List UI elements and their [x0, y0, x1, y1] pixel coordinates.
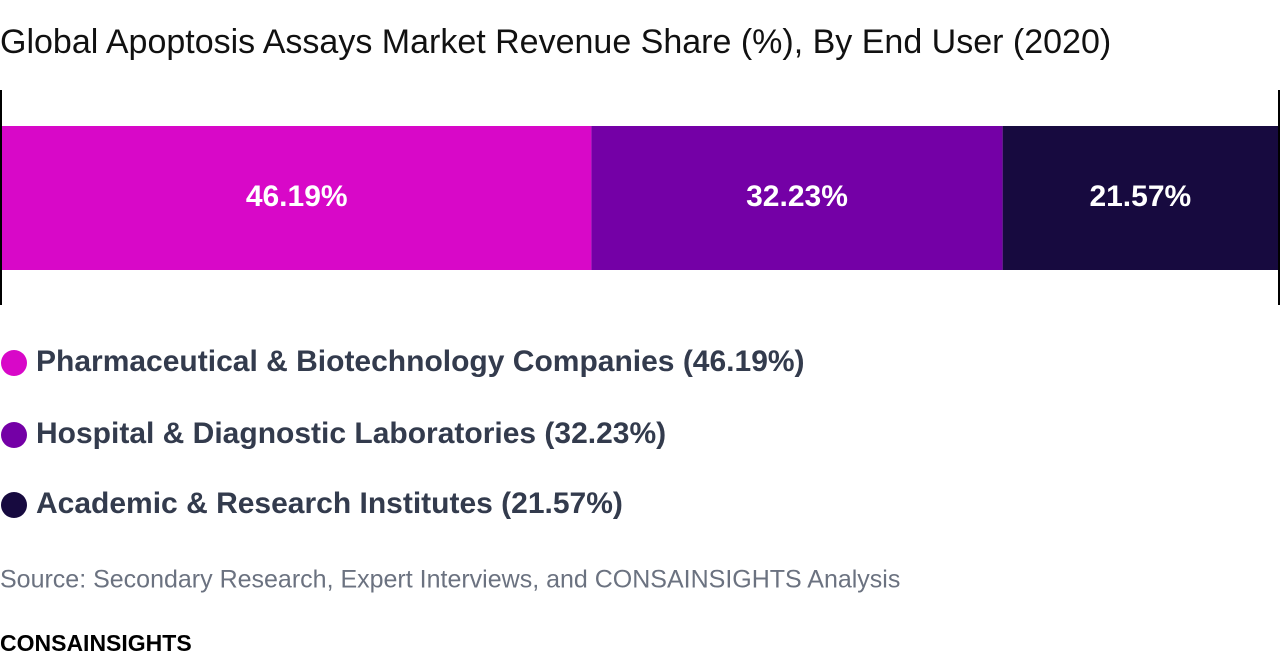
- data-label: 46.19%: [246, 180, 348, 213]
- bar-segment: [2, 126, 592, 270]
- legend-label: Pharmaceutical & Biotechnology Companies…: [36, 345, 805, 378]
- legend-label: Hospital & Diagnostic Laboratories (32.2…: [36, 417, 666, 450]
- source-note: Source: Secondary Research, Expert Inter…: [0, 566, 900, 594]
- legend-marker: [1, 422, 27, 448]
- chart-title: Global Apoptosis Assays Market Revenue S…: [0, 23, 1111, 61]
- bar-segment: [591, 126, 1003, 270]
- brand-logo: CONSAINSIGHTS: [0, 630, 192, 654]
- legend-marker: [1, 492, 27, 518]
- legend-label: Academic & Research Institutes (21.57%): [36, 487, 623, 520]
- data-label: 21.57%: [1089, 180, 1191, 213]
- bar-segment: [1002, 126, 1278, 270]
- data-label: 32.23%: [746, 180, 848, 213]
- legend-marker: [1, 350, 27, 376]
